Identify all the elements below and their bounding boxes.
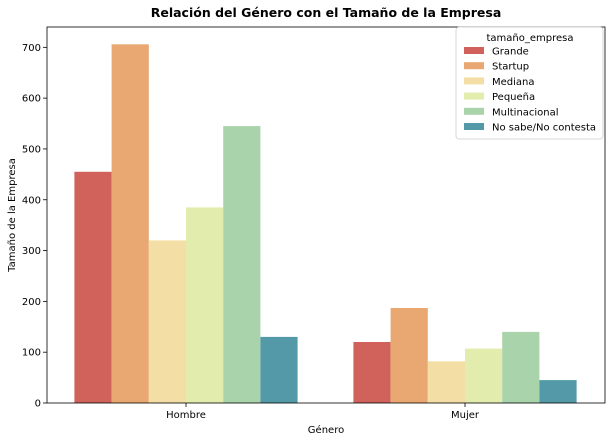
y-tick-label: 700 (22, 43, 41, 54)
y-tick-label: 200 (22, 297, 41, 308)
legend-swatch (464, 47, 484, 54)
bar-mujer-mediana (427, 361, 465, 403)
bar-mujer-multinacional (502, 331, 540, 403)
bar-hombre-mediana (148, 240, 186, 403)
legend-label: Startup (492, 62, 529, 73)
x-tick-label: Mujer (451, 410, 480, 421)
y-tick-label: 400 (22, 195, 41, 206)
y-axis: 0 100 200 300 400 500 600 700 (22, 43, 47, 410)
bar-hombre-startup (111, 44, 149, 404)
legend-label: Mediana (492, 77, 535, 88)
legend-box (455, 26, 604, 140)
plot-area: 0 100 200 300 400 500 600 700 Hombre Mujer (22, 26, 606, 421)
legend-label: No sabe/No contesta (492, 123, 596, 134)
y-tick-label: 500 (22, 144, 41, 155)
y-tick-label: 600 (22, 94, 41, 105)
y-tick-label: 300 (22, 246, 41, 257)
x-axis-label: Género (308, 424, 344, 436)
bar-mujer-startup (390, 308, 428, 403)
bar-mujer-pequeña (465, 348, 503, 403)
legend-label: Multinacional (492, 107, 559, 118)
bar-hombre-multinacional (223, 126, 261, 403)
legend-swatch (464, 92, 484, 100)
bar-hombre-grande (74, 171, 112, 403)
chart-title: Relación del Género con el Tamaño de la … (151, 5, 502, 20)
legend-swatch (464, 107, 484, 115)
legend: tamaño_empresa Grande Startup Mediana Peque… (455, 26, 604, 140)
bar-hombre-no-sabe-no-contesta (260, 336, 298, 403)
legend-items: Grande Startup Mediana Pequeña Multinacional… (464, 47, 596, 134)
legend-label: Pequeña (492, 92, 535, 103)
bar-mujer-grande (353, 342, 391, 403)
plot-frame (46, 26, 606, 404)
y-axis-label: Tamaño de la Empresa (7, 158, 18, 273)
legend-swatch (464, 123, 484, 130)
y-tick-label: 0 (35, 399, 41, 410)
bars (74, 44, 577, 404)
legend-title: tamaño_empresa (487, 33, 574, 44)
bar-hombre-pequeña (186, 207, 224, 403)
bar-mujer-no-sabe-no-contesta (539, 380, 577, 403)
legend-swatch (464, 77, 484, 85)
x-axis: Hombre Mujer (166, 403, 480, 421)
legend-label: Grande (492, 47, 529, 58)
legend-swatch (464, 62, 484, 70)
x-tick-label: Hombre (166, 410, 206, 421)
y-tick-label: 100 (22, 348, 41, 359)
